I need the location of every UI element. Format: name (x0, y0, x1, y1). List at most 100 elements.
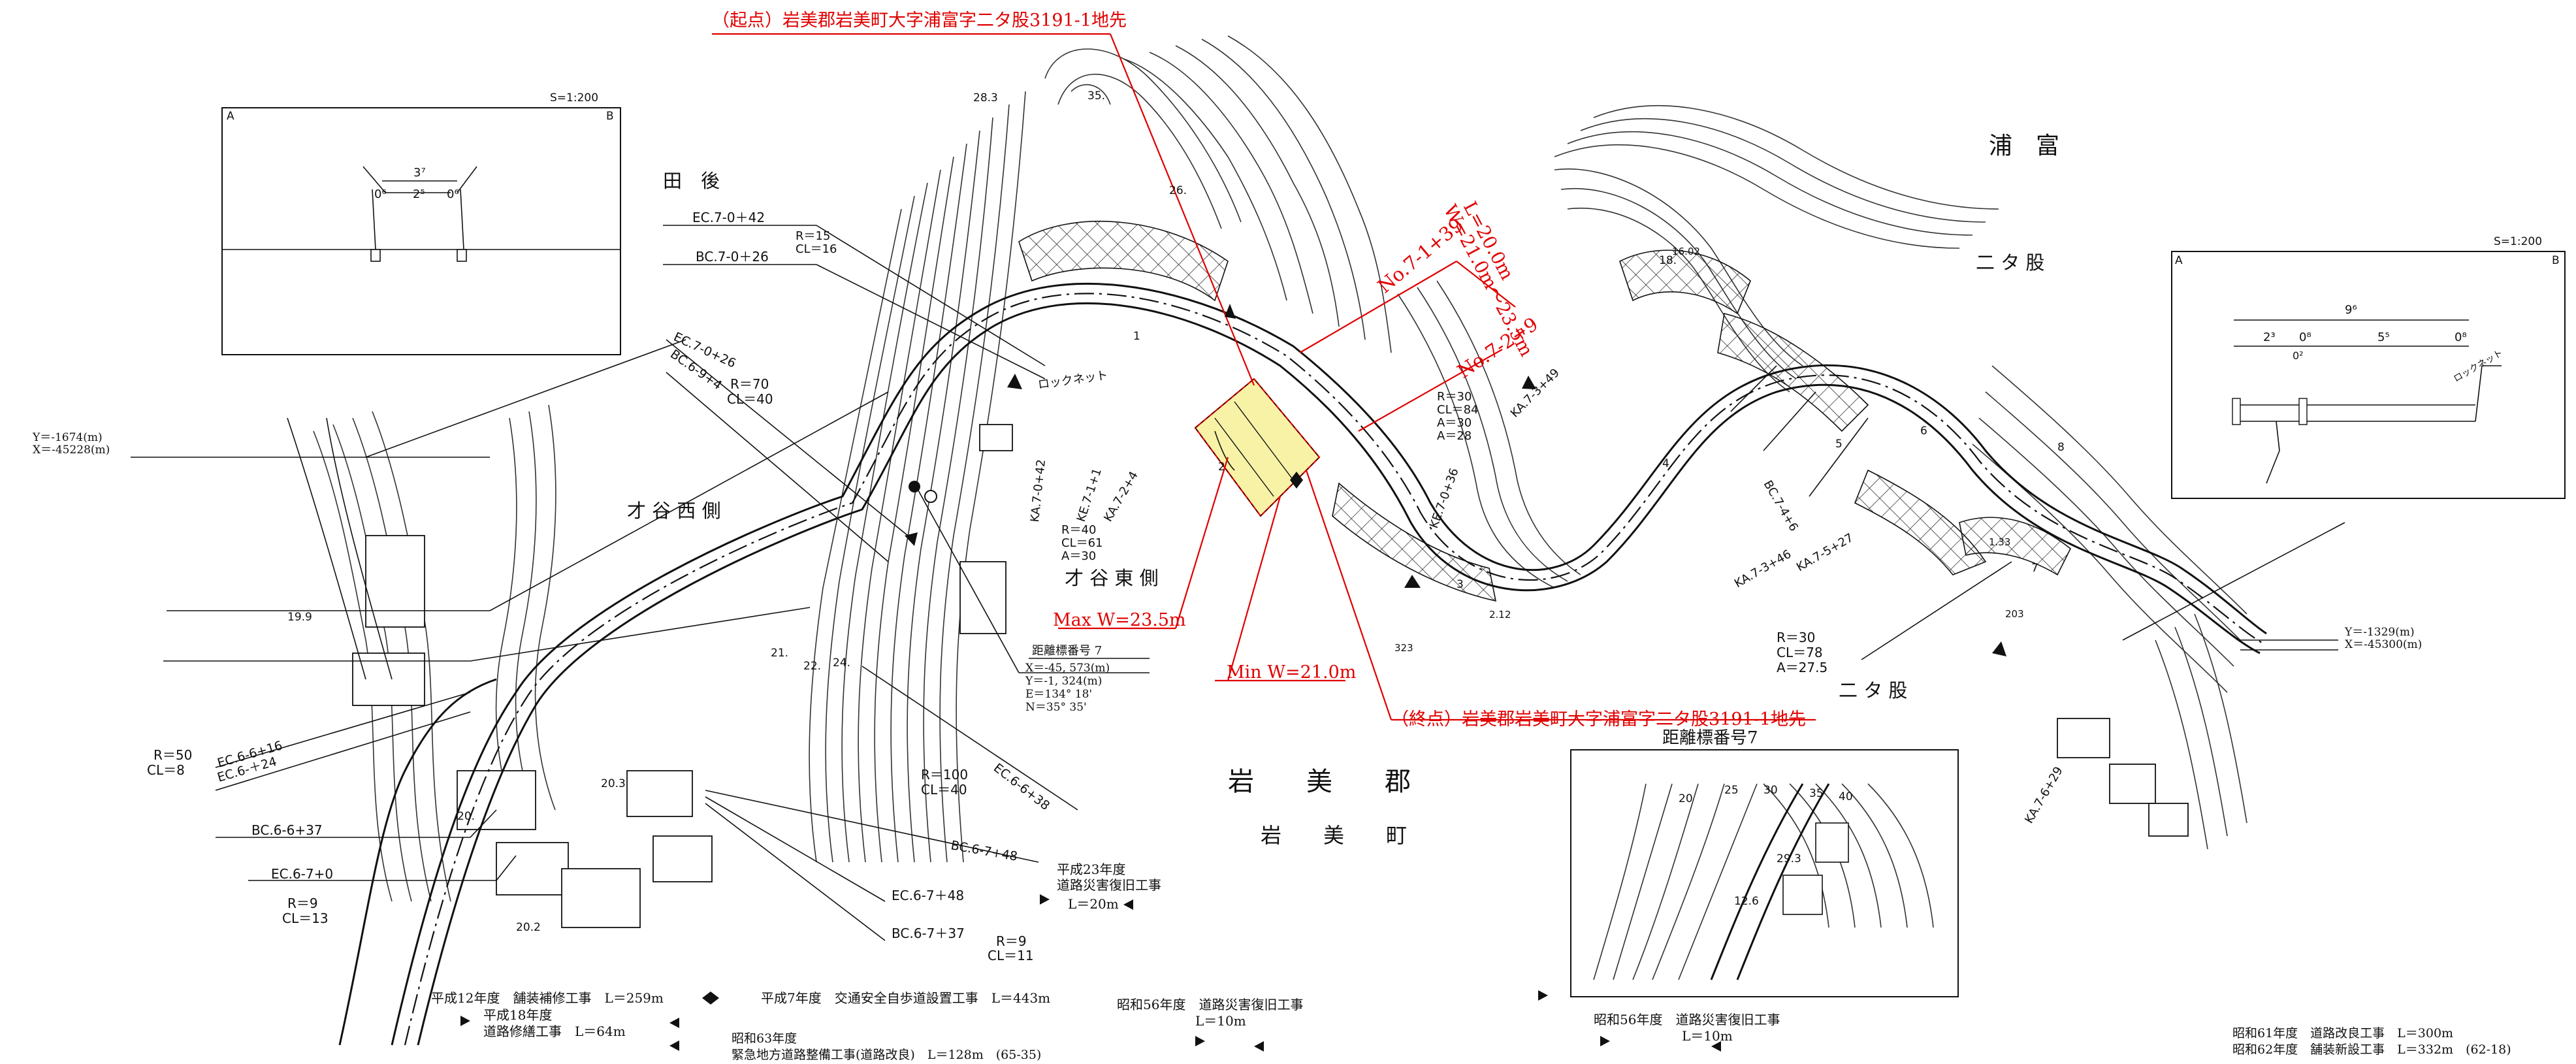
place-tago: 田 後 (663, 170, 720, 192)
history-h12: 平成12年度 舗装補修工事 L＝259m (431, 990, 664, 1006)
curve-cl13: CL＝13 (282, 911, 329, 926)
elev-4: 16.02 (1672, 246, 1700, 257)
elev-16: 5 (1835, 438, 1843, 451)
history-s56b: 昭和56年度 道路災害復旧工事 (1594, 1012, 1780, 1027)
curve-r40-block-0: R＝40 (1061, 523, 1096, 537)
inset-marker-elev-a: 29.3 (1777, 852, 1801, 865)
inset-right-dim-2: 0⁸ (2299, 330, 2311, 344)
history-h7: 平成7年度 交通安全自歩道設置工事 L＝443m (761, 990, 1050, 1006)
curve-ka-7-2-4: KA.7-2+4 (1101, 469, 1141, 524)
curve-ka-7-3-49: KA.7-3+49 (1508, 366, 1562, 420)
history-h18a: 平成18年度 (483, 1007, 552, 1023)
elev-12: 323 (1394, 642, 1413, 654)
history-s61: 昭和61年度 道路改良工事 L＝300m (2232, 1026, 2453, 1040)
inset-marker-contour-20: 20 (1679, 792, 1693, 805)
inset-right-a: A (2175, 254, 2183, 267)
history-s56a: 昭和56年度 道路災害復旧工事 (1117, 997, 1303, 1012)
history-markers (460, 894, 1721, 1052)
curve-r50: R＝50 (153, 747, 192, 763)
curve-ec-6-7-0: EC.6-7+0 (271, 866, 333, 882)
coord-right-x: X＝-45300(m) (2345, 638, 2422, 651)
curve-r40-block-2: A＝30 (1061, 549, 1096, 563)
start-point-label: （起点）岩美郡岩美町大字浦富字二タ股3191-1地先 (712, 10, 1127, 31)
curve-bc-7-4-6: BC.7-4+6 (1761, 478, 1801, 534)
inset-marker (1570, 749, 1959, 997)
curve-ke-7-1-1: KE.7-1+1 (1074, 466, 1104, 523)
marker-card-n: N＝35° 35' (1025, 701, 1087, 714)
elev-13: 2.12 (1489, 609, 1511, 621)
main-road (287, 282, 2267, 1046)
curve-r30-block-1: CL＝84 (1437, 403, 1479, 417)
place-saitani-nishi: 才 谷 西 側 (627, 500, 721, 522)
elev-7: 20.2 (516, 921, 541, 934)
slope-hatching (1018, 220, 2072, 602)
curve-ke-7-0-36: KE.7-0+36 (1427, 466, 1462, 530)
elev-17: 4 (1662, 457, 1669, 470)
inset-right-dim-3: 5⁵ (2377, 330, 2390, 344)
construction-site (1194, 378, 1321, 517)
elev-20: 2 (1218, 460, 1225, 474)
inset-right-b: B (2552, 254, 2560, 267)
curve-r30b-block-2: A＝27.5 (1777, 660, 1827, 675)
coord-right-y: Y＝-1329(m) (2344, 626, 2415, 639)
inset-left-dim-mid: 2⁵ (413, 187, 425, 201)
elev-10: 19.9 (287, 611, 312, 624)
min-width-label: Min W=21.0m (1227, 662, 1356, 683)
curve-r40-block-1: CL＝61 (1061, 536, 1103, 550)
elev-3: 18. (1659, 254, 1677, 267)
history-h23a: 平成23年度 (1057, 862, 1125, 877)
inset-right-dim-total: 9⁶ (2345, 303, 2357, 317)
curve-ec-7-0-42: EC.7-0＋42 (692, 210, 765, 225)
curve-bc-7-0-26: BC.7-0＋26 (696, 249, 769, 265)
elev-1: 28.3 (973, 91, 998, 105)
place-iwami-cho: 岩 美 町 (1261, 823, 1407, 848)
inset-left-a: A (227, 110, 234, 123)
inset-marker-contour-35: 35 (1809, 787, 1824, 800)
marker-card-title: 距離標番号 7 (1032, 644, 1102, 658)
history-h18b: 道路修繕工事 L＝64m (483, 1024, 626, 1039)
elev-23: 8 (2057, 441, 2065, 454)
coord-left-x: X＝-45228(m) (33, 443, 110, 457)
inset-left-dim-right: 0⁶ (447, 187, 459, 201)
curve-r30b-block-1: CL＝78 (1777, 645, 1823, 660)
curve-ka-7-6-29: KA.7-6+29 (2022, 764, 2065, 826)
elev-22: 7 (2031, 562, 2038, 575)
history-s56a-l: L＝10m (1195, 1013, 1246, 1029)
curve-r100: R＝100 (921, 767, 968, 782)
elev-21: 6 (1920, 425, 1927, 438)
elev-2: 26. (1169, 184, 1187, 197)
section-arrows (905, 304, 2006, 656)
inset-marker-title: 距離標番号7 (1662, 728, 1758, 748)
curve-ec-6-7-48: EC.6-7＋48 (892, 888, 964, 903)
inset-section-right (2171, 251, 2566, 499)
marker-card-e: E＝134° 18' (1025, 688, 1092, 701)
elev-11: 24. (833, 656, 850, 669)
inset-left-dim-left: 0⁶ (374, 187, 387, 201)
curve-r30-block-0: R＝30 (1437, 390, 1472, 404)
curve-r30-block-3: A＝28 (1437, 429, 1472, 443)
elev-9: 22. (803, 660, 821, 673)
inset-left-scale: S=1:200 (550, 91, 598, 105)
inset-left-dim-total: 3⁷ (413, 166, 426, 180)
curve-bc-6-6-37: BC.6-6+37 (251, 822, 323, 838)
curve-ka-7-3-46: KA.7-3+46 (1732, 547, 1794, 590)
curve-leaders (131, 225, 2345, 941)
place-urado: 浦 富 (1989, 133, 2059, 159)
inset-left-b: B (606, 110, 614, 123)
curve-r70: R＝70 (730, 376, 769, 392)
buildings (352, 424, 2189, 928)
curve-cl11: CL＝11 (988, 948, 1034, 963)
place-futamata-top: 二 タ 股 (1976, 251, 2044, 274)
elev-0: 35. (1087, 89, 1105, 103)
max-width-label: Max W=23.5m (1053, 610, 1186, 630)
inset-right-dim-4: 0⁸ (2455, 330, 2467, 344)
curve-r9a: R＝9 (287, 895, 318, 911)
inset-right-dim-1: 2³ (2263, 330, 2276, 344)
curve-r15: R＝15 (796, 229, 830, 243)
marker-card-y: Y＝-1, 324(m) (1025, 675, 1102, 688)
marker-card-x: X＝-45, 573(m) (1025, 662, 1110, 675)
elev-5: 20.3 (601, 777, 626, 790)
curve-bc-6-7-37: BC.6-7＋37 (892, 926, 965, 941)
terrain-contours (313, 35, 2247, 902)
place-iwami-gun: 岩 美 郡 (1228, 767, 1411, 797)
